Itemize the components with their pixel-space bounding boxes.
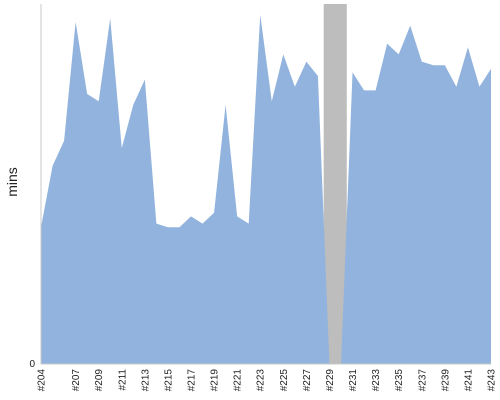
plot-area — [41, 4, 491, 365]
x-tick-labels: #204 #207 #209 #211 #213 #215 #217 #219 #221 #223… — [37, 369, 498, 392]
x-tick-label: #225 — [279, 369, 290, 392]
x-tick-label: #211 — [117, 369, 128, 391]
x-tick-label: #229 — [325, 369, 336, 392]
failed-build-band — [323, 4, 347, 364]
x-tick-label: #219 — [210, 369, 221, 392]
y-tick-label: 0 — [29, 359, 35, 370]
x-tick-label: #235 — [394, 369, 405, 392]
x-tick-label: #215 — [163, 369, 174, 392]
x-tick-label: #217 — [187, 369, 198, 392]
x-tick-label: #233 — [371, 369, 382, 392]
x-tick-label: #227 — [302, 369, 313, 392]
x-tick-label: #241 — [463, 369, 474, 392]
x-tick-label: #207 — [71, 369, 82, 392]
x-tick-label: #221 — [233, 369, 244, 392]
x-tick-label: #243 — [487, 369, 498, 392]
y-axis-title: mins — [4, 167, 20, 197]
x-tick-label: #231 — [348, 369, 359, 392]
x-tick-label: #204 — [37, 369, 48, 392]
x-tick-label: #237 — [417, 369, 428, 392]
x-tick-label: #209 — [94, 369, 105, 392]
x-tick-label: #213 — [140, 369, 151, 392]
area-series — [41, 14, 491, 365]
x-tick-label: #239 — [440, 369, 451, 392]
x-tick-label: #223 — [256, 369, 267, 392]
